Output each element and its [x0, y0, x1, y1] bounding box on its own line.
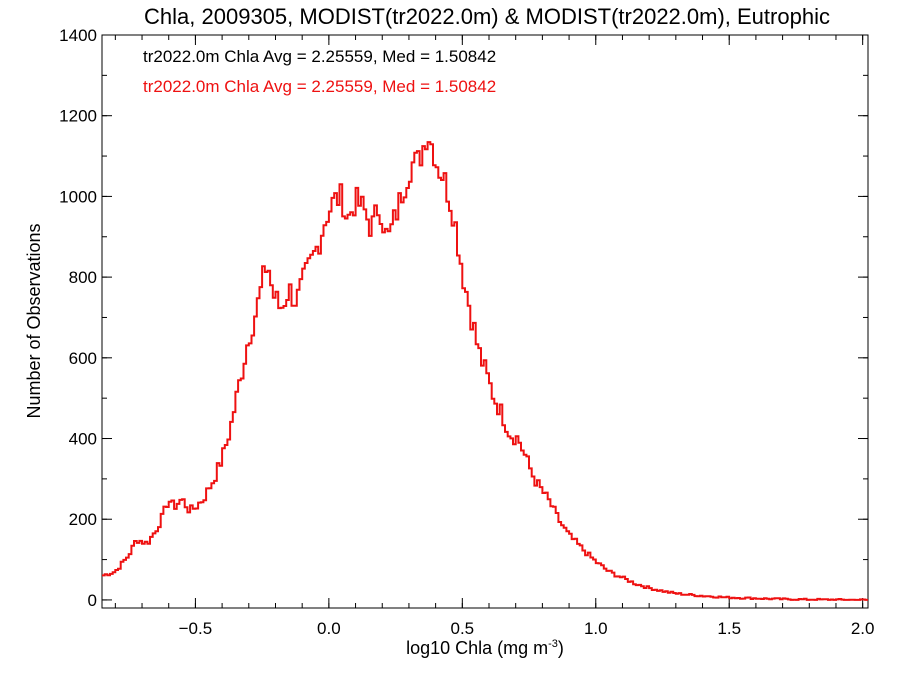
x-tick-labels: −0.5 0.0 0.5 1.0 1.5 2.0	[179, 619, 875, 638]
y-tick-label: 1400	[59, 26, 97, 45]
y-tick-label: 1000	[59, 187, 97, 206]
y-tick-label: 600	[69, 349, 97, 368]
x-tick-label: 2.0	[851, 619, 875, 638]
x-axis-label-superscript: -3	[548, 638, 558, 650]
x-tick-label: 1.5	[717, 619, 741, 638]
y-tick-label: 200	[69, 510, 97, 529]
legend-entry-1: tr2022.0m Chla Avg = 2.25559, Med = 1.50…	[143, 47, 496, 66]
x-axis-label: log10 Chla (mg m-3)	[406, 638, 564, 658]
axis-ticks	[102, 34, 868, 608]
histogram-series-line	[102, 141, 868, 601]
x-axis-label-main: log10 Chla (mg m	[406, 638, 548, 658]
y-tick-labels: 0 200 400 600 800 1000 1200 1400	[59, 26, 97, 610]
legend-entry-2: tr2022.0m Chla Avg = 2.25559, Med = 1.50…	[143, 77, 496, 96]
x-tick-label: 1.0	[584, 619, 608, 638]
x-tick-label: 0.0	[317, 619, 341, 638]
chart-title: Chla, 2009305, MODIST(tr2022.0m) & MODIS…	[144, 4, 830, 29]
x-tick-label: −0.5	[179, 619, 213, 638]
y-axis-label: Number of Observations	[24, 223, 44, 418]
y-tick-label: 0	[88, 591, 97, 610]
y-tick-label: 800	[69, 268, 97, 287]
x-tick-label: 0.5	[450, 619, 474, 638]
y-tick-label: 1200	[59, 107, 97, 126]
x-axis-label-close: )	[558, 638, 564, 658]
plot-area-frame	[101, 34, 869, 609]
y-tick-label: 400	[69, 430, 97, 449]
